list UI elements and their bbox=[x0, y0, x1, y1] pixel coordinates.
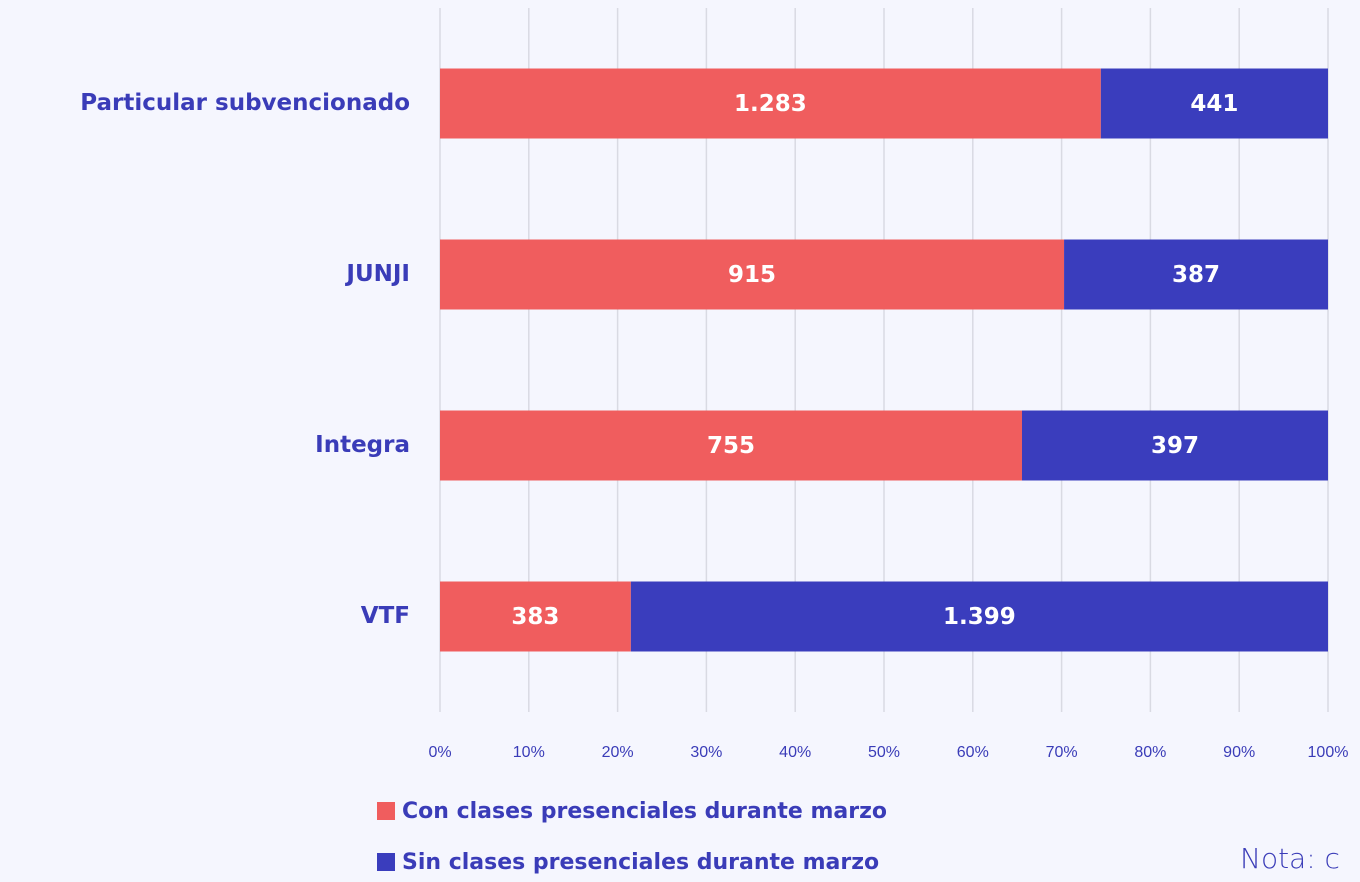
x-tick-label: 10% bbox=[513, 744, 545, 761]
bar-segment bbox=[630, 581, 1328, 652]
value-label: 441 bbox=[1190, 91, 1238, 117]
bar-segment bbox=[1021, 410, 1328, 481]
value-label: 387 bbox=[1172, 262, 1220, 288]
x-tick-label: 90% bbox=[1223, 744, 1255, 761]
bar-segment bbox=[440, 68, 1101, 139]
value-label: 755 bbox=[707, 433, 755, 459]
bar-segment bbox=[440, 239, 1065, 310]
x-tick-label: 20% bbox=[602, 744, 634, 761]
category-label: Particular subvencionado bbox=[80, 90, 410, 116]
value-label: 915 bbox=[728, 262, 776, 288]
value-label: 397 bbox=[1151, 433, 1199, 459]
value-label: 1.283 bbox=[734, 91, 807, 117]
category-label: VTF bbox=[361, 603, 410, 629]
bar-segment bbox=[1100, 68, 1328, 139]
note: Nota: c bbox=[1240, 842, 1340, 875]
legend-label: Con clases presenciales durante marzo bbox=[402, 799, 887, 824]
bar-segment bbox=[440, 581, 631, 652]
x-tick-label: 80% bbox=[1134, 744, 1166, 761]
bar-segment bbox=[1064, 239, 1328, 310]
bar-segment bbox=[440, 410, 1022, 481]
x-tick-label: 30% bbox=[690, 744, 722, 761]
legend-label: Sin clases presenciales durante marzo bbox=[402, 850, 879, 875]
legend-swatch bbox=[377, 853, 395, 871]
x-tick-label: 60% bbox=[957, 744, 989, 761]
legend-swatch bbox=[377, 802, 395, 820]
value-label: 1.399 bbox=[943, 604, 1016, 630]
x-tick-label: 0% bbox=[428, 744, 451, 761]
category-label: Integra bbox=[315, 432, 410, 458]
x-tick-label: 50% bbox=[868, 744, 900, 761]
x-tick-label: 70% bbox=[1046, 744, 1078, 761]
value-label: 383 bbox=[511, 604, 559, 630]
category-label: JUNJI bbox=[344, 261, 410, 287]
x-tick-label: 40% bbox=[779, 744, 811, 761]
x-tick-label: 100% bbox=[1308, 744, 1349, 761]
